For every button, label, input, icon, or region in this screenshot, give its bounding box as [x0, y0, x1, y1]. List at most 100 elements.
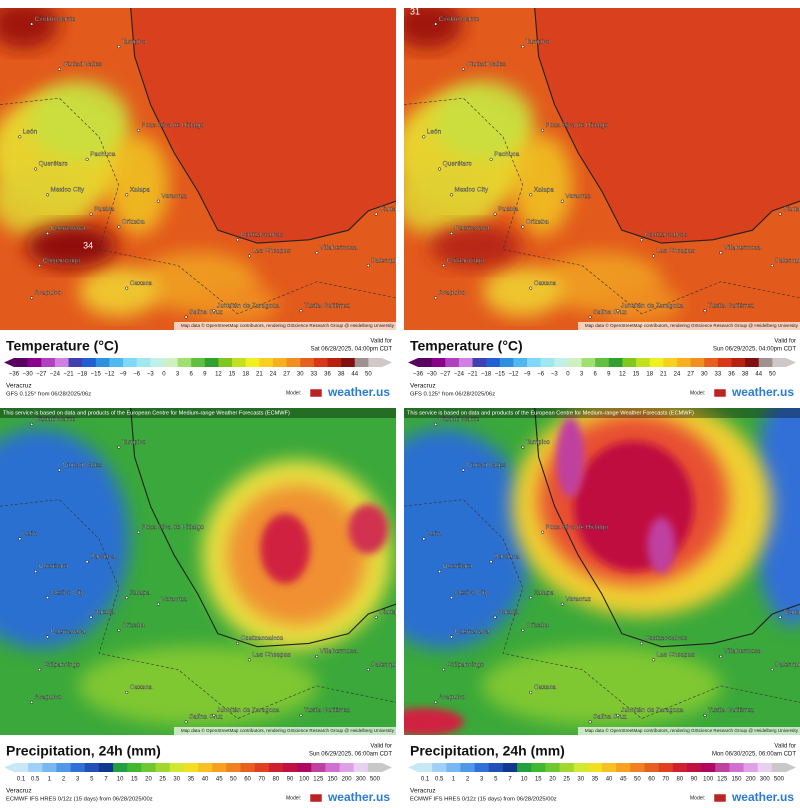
- ecmwf-note: This service is based on data and produc…: [3, 410, 290, 416]
- map: Ciudad Mante Tampico Ciudad Valles Poza Ric…: [0, 408, 435, 735]
- city-label: Chilpancingo: [43, 661, 81, 668]
- scale-label: 50: [365, 372, 372, 378]
- scale-swatch: [622, 358, 637, 367]
- scale-label: 90: [691, 777, 698, 783]
- model: GFS 0.125° from 06/28/2025/06z: [6, 392, 91, 398]
- panel-title: Temperature (°C): [6, 338, 119, 354]
- attr-bg: [174, 727, 396, 735]
- city-label: Las Choapas: [252, 652, 291, 659]
- city-dot: [30, 296, 34, 300]
- temp-area: [197, 284, 278, 325]
- scale-label: −30: [427, 372, 438, 378]
- scale-label: −30: [23, 372, 34, 378]
- temp-area: [29, 80, 130, 161]
- hot-area: [430, 224, 521, 269]
- city-dot: [366, 264, 370, 268]
- scale-label: 3: [76, 777, 80, 783]
- scale-label: −12: [508, 372, 519, 378]
- coastline: [130, 8, 396, 244]
- scale-swatch: [28, 763, 43, 772]
- scale-label: −3: [147, 372, 155, 378]
- city-dot: [529, 596, 533, 600]
- state-border: [0, 499, 396, 719]
- coastline: [130, 408, 396, 648]
- model-label: Model:: [286, 390, 301, 396]
- city-label: Ciudad Mante: [439, 416, 480, 423]
- scale-label: 38: [338, 372, 345, 378]
- temp-area: [601, 284, 682, 325]
- city-dot: [719, 654, 723, 659]
- city-label: Orizaba: [526, 219, 549, 226]
- scale-label: 7: [508, 777, 512, 783]
- city-label: Salina Cruz: [593, 309, 627, 316]
- city-label: Oaxaca: [534, 684, 557, 691]
- city-label: Coatzacoalcos: [241, 232, 284, 239]
- scale-label: −24: [454, 372, 465, 378]
- temp-area: [512, 135, 573, 236]
- map-panel: Ciudad Mante Tampico Ciudad Valles Poza Ric…: [0, 8, 396, 399]
- city-label: Poza Rica de Hidalgo: [142, 524, 205, 531]
- city-label: Veracruz: [161, 596, 187, 603]
- city-label: Ciudad Mante: [35, 416, 76, 423]
- city-dot: [315, 251, 319, 255]
- city-label: Palenque: [371, 661, 399, 668]
- attribution: Map data © OpenStreetMap contributors, r…: [585, 322, 799, 328]
- city-dot: [616, 713, 620, 717]
- scale-label: 0: [162, 372, 166, 378]
- scale-swatch: [82, 358, 97, 367]
- city-dot: [34, 569, 38, 574]
- panel-title: Temperature (°C): [410, 338, 523, 354]
- city-label: Veracruz: [565, 193, 591, 200]
- scale-swatch: [141, 763, 157, 772]
- city-label: Cuernavaca: [51, 629, 86, 636]
- city-label: Ciudad del Carmen: [379, 609, 435, 616]
- city-dot: [45, 231, 50, 235]
- city-label: Chilpancingo: [447, 257, 485, 264]
- city-dot: [45, 596, 50, 600]
- scale-swatch: [191, 358, 206, 367]
- city-dot: [449, 635, 454, 639]
- scale-arrow-left: [408, 763, 418, 772]
- scale-swatch: [686, 763, 702, 772]
- city-label: Cuernavaca: [455, 225, 490, 232]
- scale-label: 38: [742, 372, 749, 378]
- city-label: Xalapa: [130, 186, 151, 193]
- rain-area: [404, 428, 534, 649]
- attr-bg: [578, 727, 800, 735]
- scale-label: 25: [563, 777, 570, 783]
- city-dot: [38, 264, 42, 268]
- temp-area: [0, 166, 90, 237]
- city-dot: [18, 537, 22, 541]
- city-label: Cuernavaca: [455, 629, 490, 636]
- scale-arrow-right: [786, 763, 796, 772]
- city-dot: [34, 167, 38, 171]
- model-label: Model:: [286, 795, 301, 801]
- city-dot: [434, 422, 438, 426]
- rain-area: [556, 417, 585, 498]
- scale-label: 21: [256, 372, 263, 378]
- model: ECMWF IFS HRES 0/12z (15 days) from 06/2…: [6, 797, 153, 803]
- scale-swatch: [339, 763, 355, 772]
- scale-swatch: [368, 358, 383, 367]
- scale-swatch: [367, 763, 383, 772]
- scale-swatch: [341, 358, 356, 367]
- city-label: Tuxtla Gutiérrez: [304, 302, 350, 309]
- city-label: Tampico: [526, 439, 551, 446]
- scale-swatch: [123, 358, 138, 367]
- city-dot: [89, 212, 93, 216]
- city-label: Coatzacoalcos: [645, 635, 688, 642]
- scale-label: 6: [190, 372, 194, 378]
- scale-label: 10: [521, 777, 528, 783]
- scale-label: 36: [324, 372, 331, 378]
- scale-swatch: [499, 358, 514, 367]
- scale-swatch: [254, 763, 270, 772]
- scale-swatch: [513, 358, 528, 367]
- scale-swatch: [636, 358, 651, 367]
- city-label: Villahermosa: [320, 648, 358, 655]
- city-label: Las Choapas: [656, 652, 695, 659]
- city-label: Palenque: [775, 661, 800, 668]
- scale-swatch: [98, 763, 114, 772]
- scale-swatch: [472, 358, 487, 367]
- scale-arrow-right: [382, 763, 392, 772]
- scale-swatch: [729, 763, 745, 772]
